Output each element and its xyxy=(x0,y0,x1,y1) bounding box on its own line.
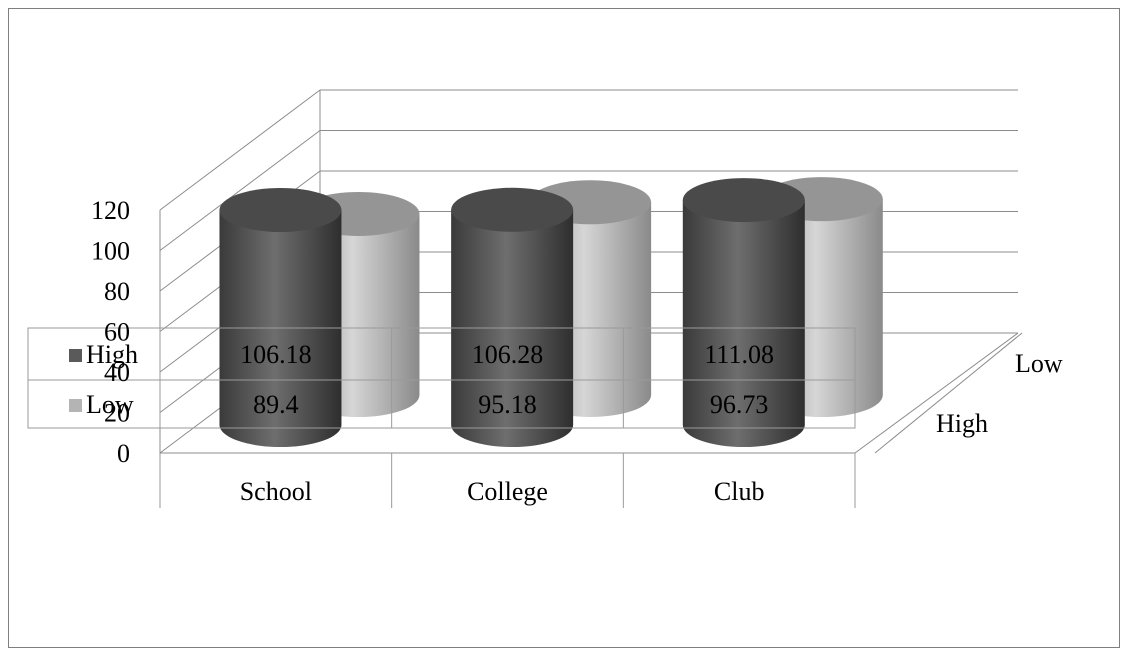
data-label: 89.4 xyxy=(253,390,299,419)
category-label: College xyxy=(467,477,548,506)
floor-right-edge xyxy=(854,332,1019,454)
data-label: 111.08 xyxy=(704,340,774,369)
y-tick-label: 40 xyxy=(104,358,130,387)
data-label: 106.28 xyxy=(472,340,544,369)
depth-axis-line xyxy=(874,332,1023,454)
legend-key-low xyxy=(69,399,82,412)
cylinder-high-club xyxy=(682,178,805,447)
cylinder-body xyxy=(682,200,805,447)
category-label: School xyxy=(240,477,312,506)
y-tick-label: 60 xyxy=(104,318,130,347)
y-tick-label: 80 xyxy=(104,277,130,306)
legend-key-high xyxy=(69,349,82,362)
y-tick-label: 20 xyxy=(104,399,130,428)
cylinder-top xyxy=(682,178,805,223)
y-tick-label: 100 xyxy=(91,237,130,266)
depth-axis-label: Low xyxy=(1015,349,1063,378)
y-tick-label: 120 xyxy=(91,196,130,225)
data-label: 106.18 xyxy=(240,340,312,369)
data-label: 96.73 xyxy=(710,390,769,419)
category-label: Club xyxy=(714,477,765,506)
data-table: High 106.18 106.28 111.08 Low 89.4 95.18 96.73 xyxy=(27,327,856,429)
cylinder-top xyxy=(451,187,574,232)
chart-cylinders xyxy=(219,177,883,447)
cylinder-top xyxy=(219,187,342,232)
side-wall-gridline xyxy=(159,130,321,251)
legend-label-high: High xyxy=(86,340,138,369)
side-wall-gridline xyxy=(159,89,321,211)
legend-label-low: Low xyxy=(86,390,134,419)
depth-axis: High Low xyxy=(874,332,1063,454)
value-axis: School College Club 0 20 40 60 80 100 120 xyxy=(91,196,856,508)
data-label: 95.18 xyxy=(478,390,537,419)
y-tick-label: 0 xyxy=(117,439,130,468)
depth-axis-label: High xyxy=(936,409,988,438)
